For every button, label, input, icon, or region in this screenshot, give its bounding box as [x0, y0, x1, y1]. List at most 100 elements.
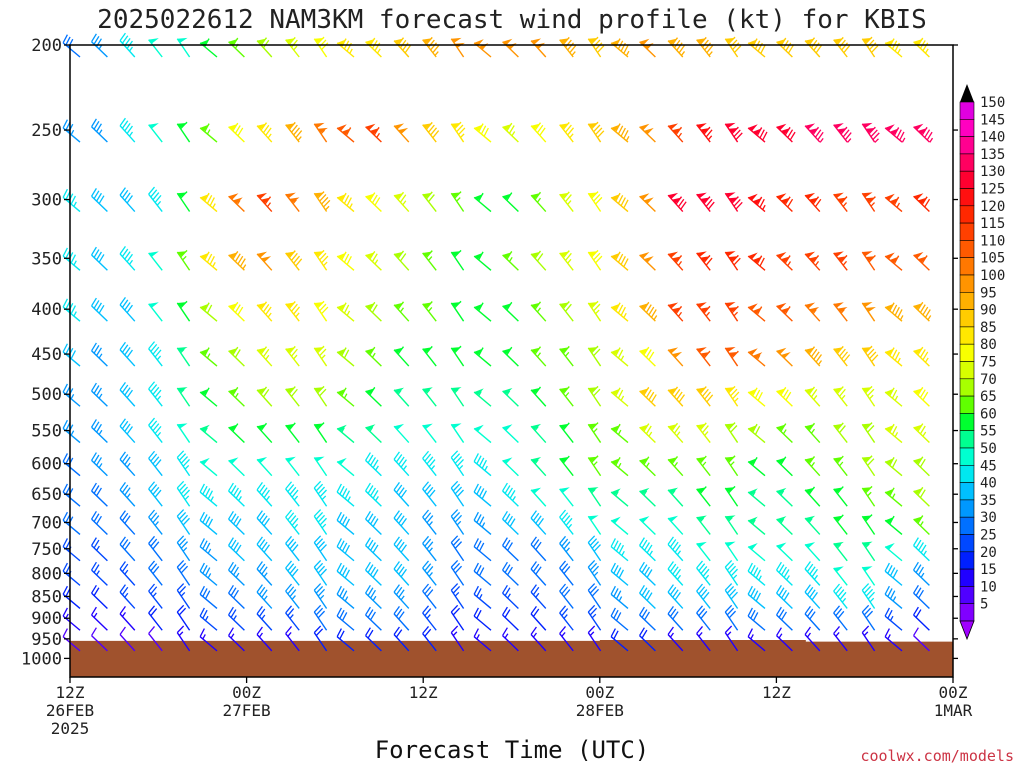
- wind-barb: [176, 423, 191, 443]
- wind-barb: [313, 422, 328, 443]
- barb-flag: [91, 382, 97, 392]
- wind-barb: [285, 36, 300, 58]
- barb-shaft: [365, 426, 382, 444]
- colorbar-swatch: [959, 240, 975, 258]
- barb-half-flag: [206, 353, 211, 359]
- barb-flag: [812, 126, 819, 135]
- barb-flag: [199, 607, 205, 617]
- barb-half-flag: [887, 634, 891, 640]
- barb-half-flag: [202, 634, 206, 640]
- barb-flag: [871, 354, 879, 362]
- barb-flag: [478, 567, 485, 577]
- colorbar-label: 95: [980, 285, 997, 301]
- barb-half-flag: [207, 573, 212, 579]
- chart-title: 2025022612 NAM3KM forecast wind profile …: [97, 5, 927, 35]
- barb-flag: [918, 589, 924, 599]
- barb-shaft: [861, 542, 876, 562]
- barb-half-flag: [896, 202, 901, 208]
- barb-flag: [644, 611, 650, 621]
- barb-flag: [291, 39, 298, 48]
- barb-half-flag: [454, 388, 459, 394]
- barb-half-flag: [874, 138, 879, 143]
- wind-barb: [176, 300, 191, 322]
- barb-half-flag: [297, 136, 302, 141]
- barb-flag: [454, 486, 463, 495]
- barb-half-flag: [267, 133, 272, 139]
- barb-flag: [339, 540, 345, 550]
- wind-barb: [724, 302, 739, 322]
- barb-flag: [808, 455, 815, 465]
- barb-half-flag: [565, 547, 570, 553]
- y-tick-label: 800: [31, 564, 62, 584]
- wind-barb: [473, 562, 492, 586]
- barb-flag: [839, 591, 847, 600]
- barb-flag: [587, 625, 596, 634]
- x-tick-label: 27FEB: [223, 701, 271, 720]
- barb-pennant: [611, 516, 621, 524]
- barb-flag: [178, 607, 187, 616]
- barb-shaft: [724, 566, 739, 586]
- barb-flag: [591, 191, 599, 199]
- wind-barb: [199, 302, 218, 322]
- barb-shaft: [530, 304, 547, 322]
- barb-pennant: [833, 123, 844, 129]
- wind-barb: [119, 418, 136, 444]
- barb-flag: [559, 560, 567, 569]
- barb-flag: [562, 121, 570, 130]
- barb-shaft: [724, 38, 739, 58]
- barb-flag: [731, 254, 739, 263]
- wind-barb: [365, 386, 382, 407]
- barb-flag: [260, 346, 267, 355]
- wind-barb: [119, 626, 136, 652]
- barb-shaft: [228, 126, 245, 143]
- barb-flag: [367, 564, 374, 573]
- wind-barb: [913, 386, 930, 407]
- wind-barb: [530, 457, 547, 477]
- barb-flag: [781, 611, 787, 621]
- barb-flag: [699, 422, 707, 431]
- barb-flag: [591, 455, 599, 463]
- barb-flag: [121, 299, 129, 308]
- barb-flag: [868, 196, 876, 204]
- wind-barb: [62, 34, 81, 58]
- barb-flag: [237, 127, 244, 137]
- barb-pennant: [394, 423, 405, 430]
- barb-flag: [180, 541, 189, 549]
- y-tick-label: 250: [31, 121, 62, 141]
- barb-flag: [804, 606, 811, 615]
- barb-shaft: [336, 636, 355, 652]
- wind-barb: [393, 346, 410, 367]
- barb-flag: [563, 515, 571, 524]
- barb-flag: [840, 196, 848, 205]
- barb-half-flag: [234, 392, 239, 398]
- barb-flag: [559, 605, 567, 614]
- terrain-layer: [70, 640, 953, 677]
- barb-flag: [62, 188, 68, 198]
- barb-flag: [344, 544, 351, 554]
- barb-flag: [534, 346, 541, 355]
- barb-shaft: [530, 489, 547, 507]
- barb-flag: [93, 120, 100, 130]
- wind-barb: [861, 122, 880, 143]
- barb-flag: [615, 302, 621, 312]
- wind-barb: [747, 387, 766, 407]
- barb-flag: [698, 563, 706, 572]
- barb-half-flag: [901, 137, 906, 143]
- wind-barb: [587, 345, 602, 367]
- barb-shaft: [313, 632, 328, 652]
- wind-barb: [422, 191, 437, 212]
- barb-flag: [913, 584, 919, 594]
- barb-shaft: [119, 304, 136, 322]
- wind-barb: [228, 561, 245, 586]
- wind-barb: [256, 510, 273, 535]
- wind-barb: [365, 627, 382, 652]
- barb-flag: [452, 562, 461, 571]
- barb-shaft: [91, 305, 108, 322]
- wind-barb: [530, 301, 547, 322]
- barb-half-flag: [677, 132, 683, 138]
- wind-barb: [285, 422, 300, 443]
- colorbar-swatch: [959, 568, 975, 587]
- barb-flag: [119, 418, 126, 427]
- barb-shaft: [119, 125, 136, 143]
- barb-half-flag: [927, 315, 932, 321]
